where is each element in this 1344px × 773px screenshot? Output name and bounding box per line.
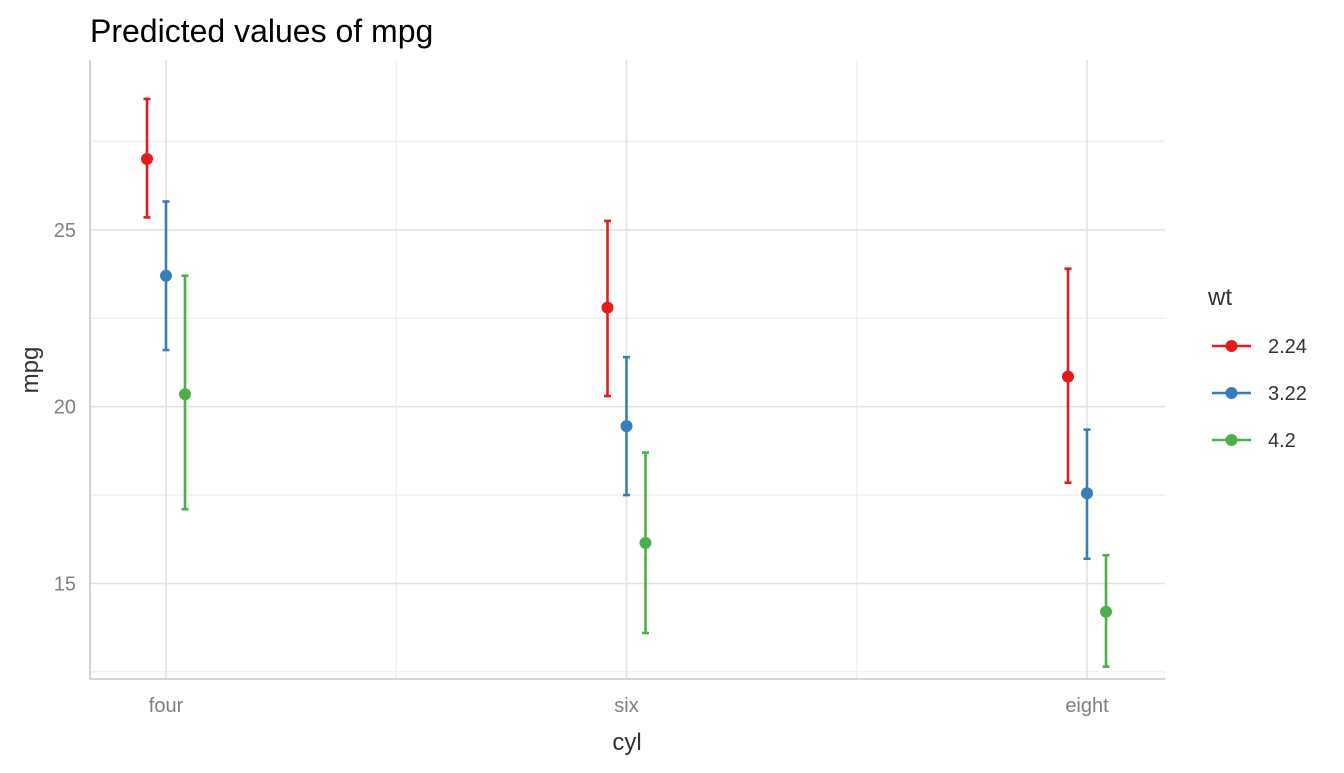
- grid-layer: [90, 60, 1165, 679]
- data-point: [1100, 605, 1112, 618]
- legend: 2.24 3.22 4.2: [1212, 336, 1307, 452]
- legend-item-2.24: 2.24: [1212, 336, 1307, 358]
- legend-label: 4.2: [1268, 430, 1296, 452]
- legend-item-3.22: 3.22: [1212, 383, 1307, 405]
- legend-label: 2.24: [1268, 336, 1307, 358]
- x-axis-title: cyl: [612, 729, 641, 756]
- x-tick-label: eight: [1065, 695, 1109, 717]
- legend-item-4.2: 4.2: [1212, 430, 1296, 452]
- axis-layer: 15 20 25 four six eight: [54, 60, 1165, 717]
- legend-title: wt: [1207, 284, 1232, 311]
- data-point: [1081, 487, 1093, 500]
- y-axis-title: mpg: [17, 347, 44, 394]
- legend-key-point: [1225, 434, 1238, 446]
- data-point: [1062, 370, 1074, 383]
- y-tick-label: 15: [54, 573, 76, 595]
- x-tick-label: six: [614, 695, 638, 717]
- data-point: [620, 420, 633, 433]
- series-2.24: [141, 97, 1074, 484]
- x-tick-label: four: [149, 695, 184, 717]
- data-point: [160, 269, 172, 282]
- data-point: [179, 388, 191, 401]
- chart-title: Predicted values of mpg: [90, 13, 433, 49]
- y-tick-label: 20: [54, 397, 76, 419]
- y-tick-label: 25: [54, 220, 76, 242]
- series-4.2: [179, 274, 1112, 668]
- data-point: [601, 301, 614, 314]
- data-point: [141, 153, 153, 166]
- legend-key-point: [1225, 340, 1238, 352]
- series-layer: [141, 97, 1112, 668]
- legend-label: 3.22: [1268, 383, 1307, 405]
- series-3.22: [160, 200, 1093, 561]
- data-point: [639, 536, 652, 549]
- legend-key-point: [1225, 387, 1238, 399]
